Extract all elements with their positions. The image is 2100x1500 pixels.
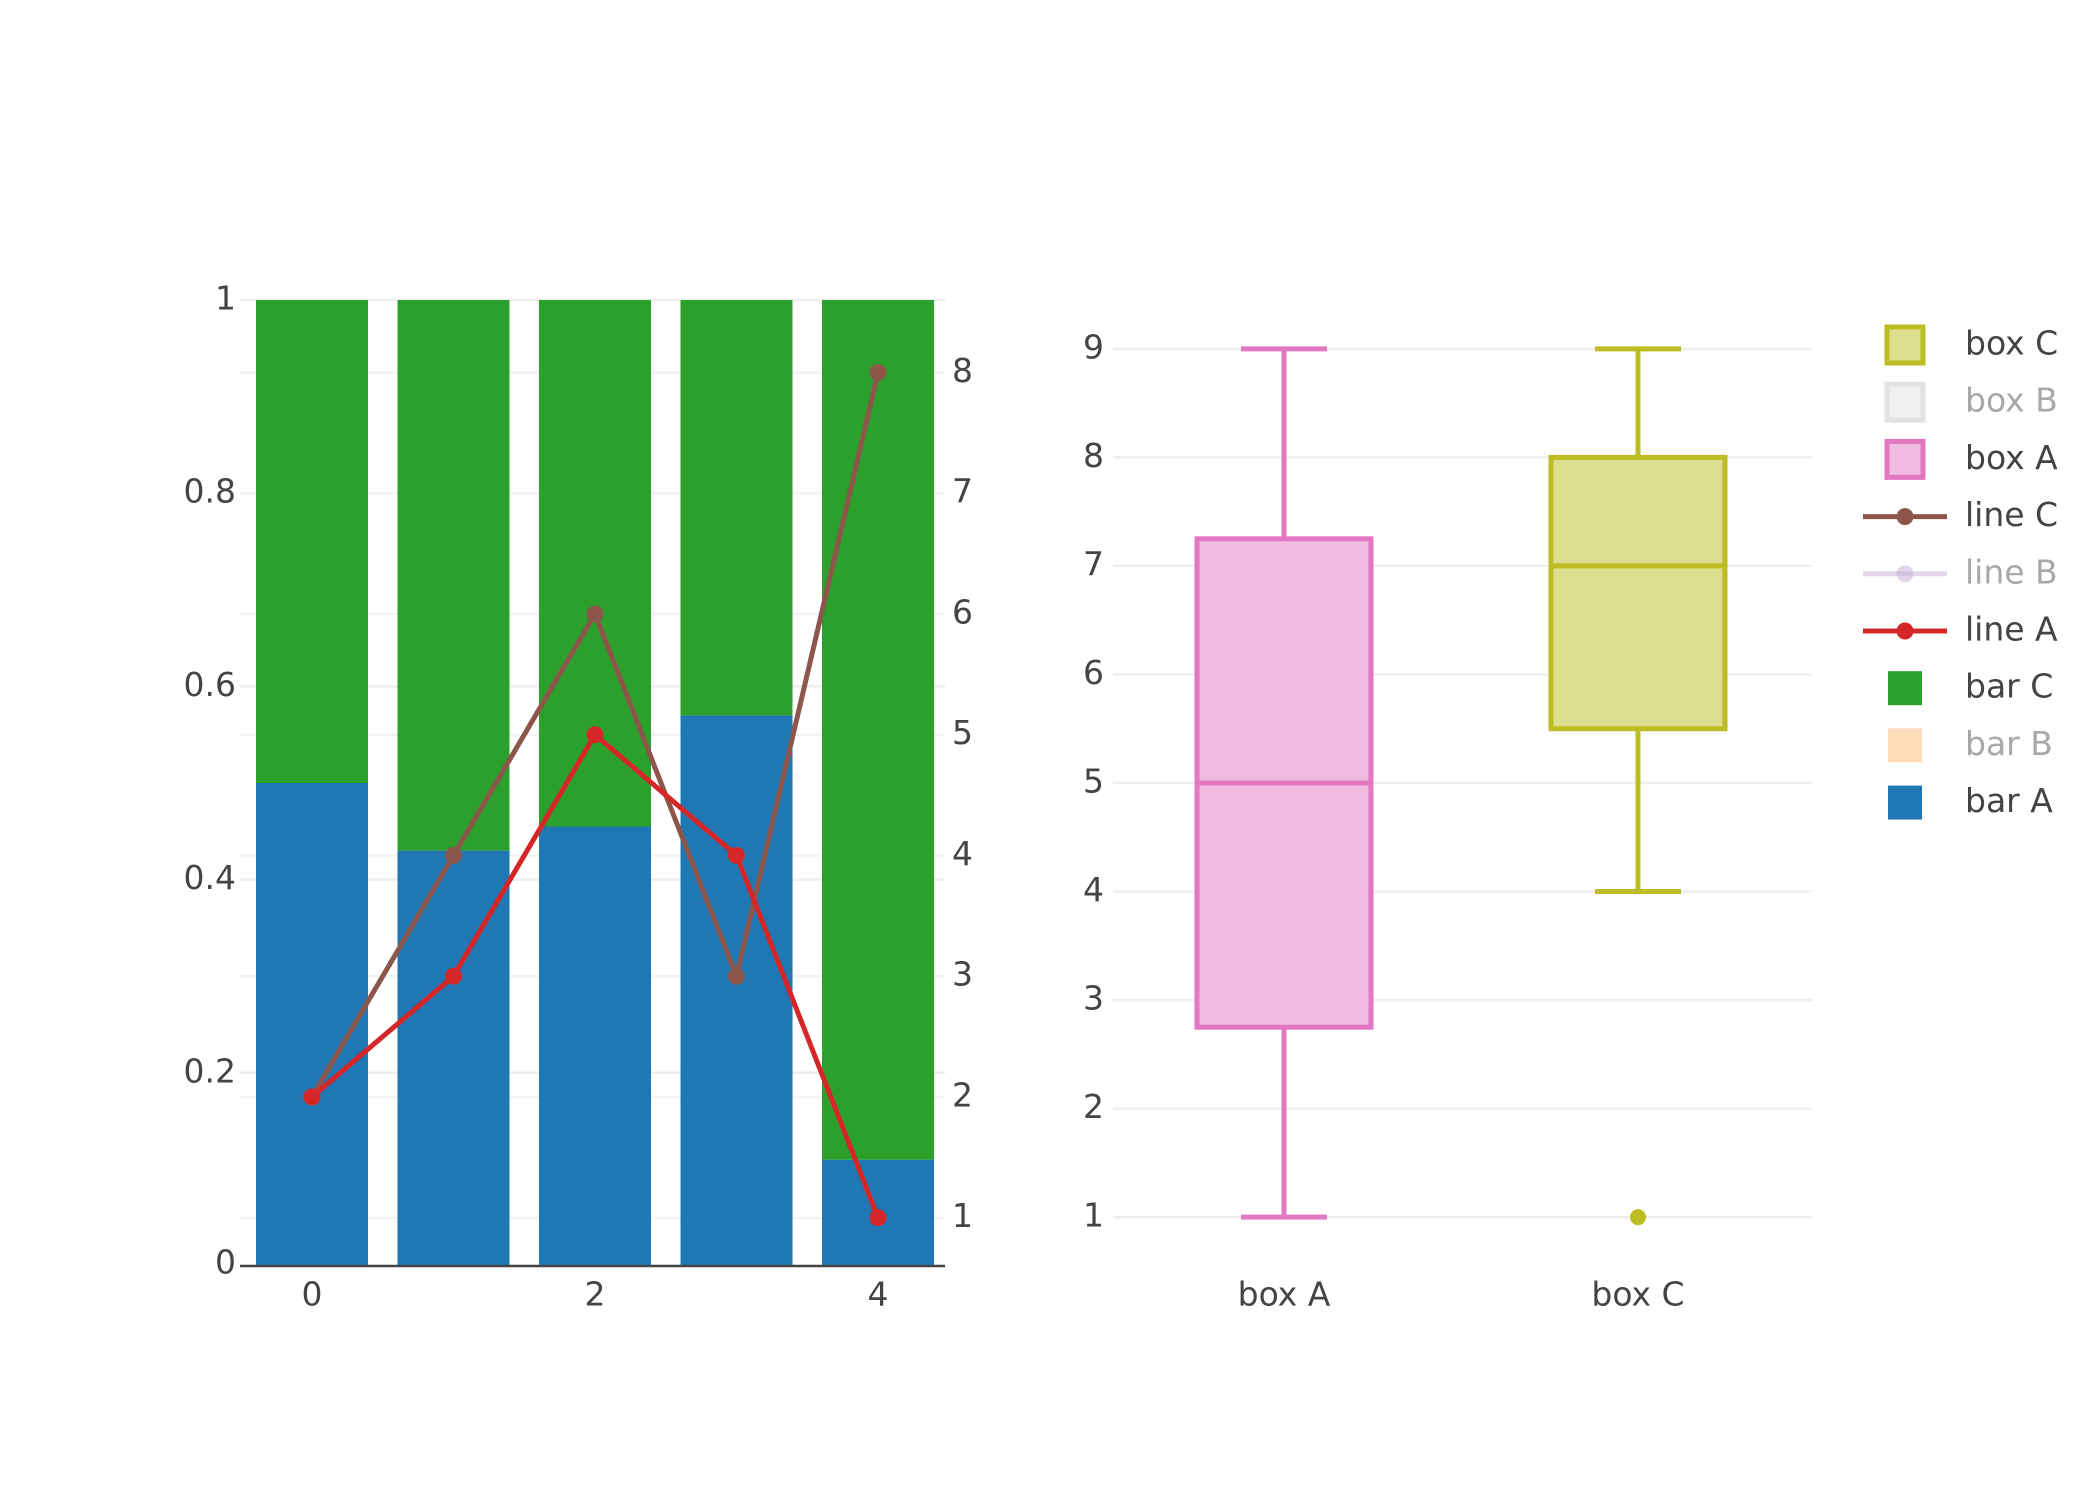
bar-c-bar[interactable] [539,300,651,827]
y-tick-label: 7 [1083,544,1104,583]
x-tick-label: 2 [585,1275,606,1314]
legend-item-bar-b[interactable]: bar B [1888,724,2053,763]
legend-label: line B [1965,552,2058,591]
x-tick-label: box A [1238,1275,1331,1314]
x-tick-label: box C [1591,1275,1684,1314]
y2-tick-label: 7 [952,472,973,511]
box-c-box[interactable] [1548,454,1728,732]
legend-label: box B [1965,381,2058,420]
legend-item-line-c[interactable]: line C [1863,495,2058,534]
bar-c-bar[interactable] [397,300,510,851]
y-tick-label: 8 [1083,436,1104,475]
legend-label: line C [1965,495,2058,534]
y-tick-label: 1 [215,279,236,318]
legend-label: bar A [1965,781,2053,820]
legend-label: line A [1965,610,2058,649]
legend-bar-swatch-icon [1888,671,1922,706]
line-c-point[interactable] [586,605,604,623]
legend-item-line-a[interactable]: line A [1863,610,2058,649]
y-tick-label: 5 [1083,762,1104,801]
y-tick-label: 6 [1083,653,1104,692]
y-tick-label: 0.2 [184,1051,236,1090]
legend-label: bar C [1965,667,2053,706]
y2-tick-label: 8 [952,351,973,390]
y2-tick-label: 4 [952,834,973,873]
y2-tick-label: 1 [952,1196,973,1235]
legend-item-bar-c[interactable]: bar C [1888,667,2053,706]
y-tick-label: 3 [1083,979,1104,1018]
legend-bar-swatch-icon [1888,785,1922,820]
box-c-outlier-point[interactable] [1630,1209,1646,1226]
legend-bar-swatch-icon [1888,728,1922,763]
bar-c-bar[interactable] [822,300,934,1160]
left-subplot: 0 0.2 0.4 0.6 0.8 1 1 2 3 4 5 6 7 8 0 2 4 [184,279,973,1314]
legend-label: box C [1965,324,2058,363]
legend-box-swatch-icon [1884,324,1926,366]
line-a-point[interactable] [869,1209,887,1227]
legend-box-swatch-icon [1884,381,1926,423]
line-a-point[interactable] [303,1088,321,1106]
y-tick-label: 1 [1083,1196,1104,1235]
legend-item-bar-a[interactable]: bar A [1888,781,2053,820]
legend-item-box-b[interactable]: box B [1884,381,2058,423]
y2-tick-label: 3 [952,955,973,994]
y-tick-label: 0 [215,1243,236,1282]
y2-tick-label: 6 [952,592,973,631]
y2-tick-label: 5 [952,713,973,752]
line-c-point[interactable] [728,967,745,985]
bar-c-bar[interactable] [256,300,368,783]
legend[interactable]: box C box B box A line C line B line A bar C ba… [1863,324,2058,821]
y-tick-label: 0.8 [184,472,236,511]
y-tick-label: 0.6 [184,665,236,704]
bar-a-bar[interactable] [680,715,793,1266]
line-a-point[interactable] [445,967,462,985]
right-subplot: 1 2 3 4 5 6 7 8 9 box A box C [1083,327,1812,1314]
legend-box-swatch-icon [1884,438,1926,480]
line-a-point[interactable] [586,726,604,744]
y2-tick-label: 2 [952,1075,973,1114]
y-tick-label: 9 [1083,327,1104,366]
legend-label: bar B [1965,724,2053,763]
y-tick-label: 0.4 [184,858,236,897]
x-tick-label: 0 [302,1275,323,1314]
y-tick-label: 2 [1083,1087,1104,1126]
line-c-point[interactable] [445,846,462,864]
legend-marker-swatch-icon [1896,622,1914,640]
line-a-point[interactable] [728,846,745,864]
legend-item-line-b[interactable]: line B [1863,552,2058,591]
bar-a-bar[interactable] [539,826,651,1266]
bar-c-bar[interactable] [680,300,793,716]
legend-marker-swatch-icon [1896,565,1914,583]
legend-item-box-c[interactable]: box C [1884,324,2058,366]
legend-item-box-a[interactable]: box A [1884,438,2058,480]
bar-a-bar[interactable] [256,783,368,1266]
y-tick-label: 4 [1083,870,1104,909]
line-c-point[interactable] [869,363,887,381]
x-tick-label: 4 [868,1275,889,1314]
legend-label: box A [1965,438,2058,477]
legend-marker-swatch-icon [1896,508,1914,526]
